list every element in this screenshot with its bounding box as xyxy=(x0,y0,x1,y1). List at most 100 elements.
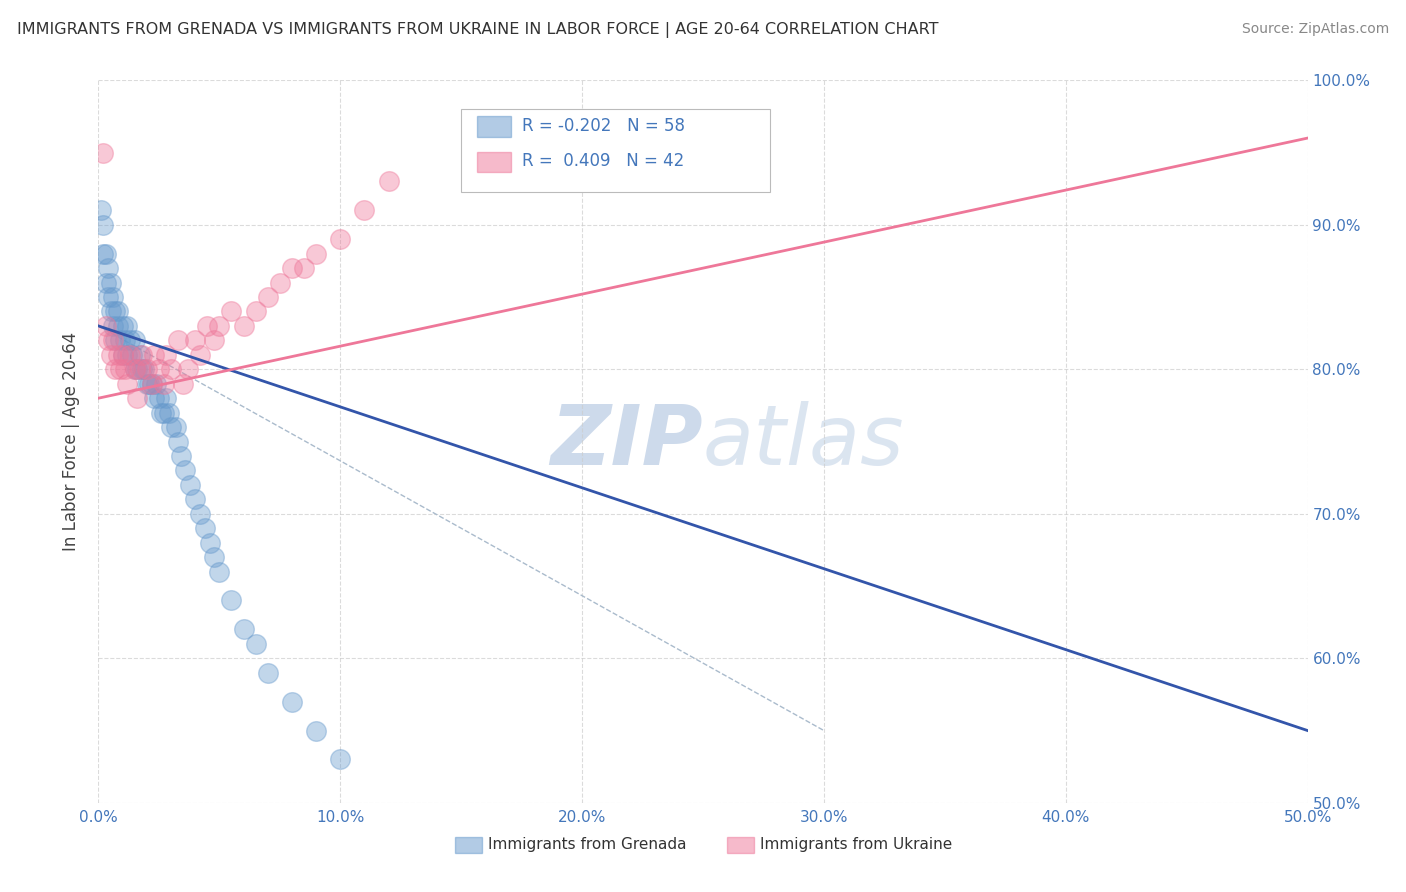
Y-axis label: In Labor Force | Age 20-64: In Labor Force | Age 20-64 xyxy=(62,332,80,551)
Point xyxy=(269,276,291,290)
Point xyxy=(101,290,124,304)
Point xyxy=(232,623,254,637)
Point xyxy=(100,304,122,318)
Point xyxy=(179,478,201,492)
Text: Source: ZipAtlas.com: Source: ZipAtlas.com xyxy=(1241,22,1389,37)
Point xyxy=(124,334,146,348)
Point xyxy=(195,318,218,333)
Point xyxy=(94,276,117,290)
Point xyxy=(127,362,149,376)
Point xyxy=(194,521,217,535)
Point xyxy=(135,376,157,391)
Text: ZIP: ZIP xyxy=(550,401,703,482)
Point xyxy=(204,550,226,565)
Point xyxy=(167,334,190,348)
Bar xyxy=(456,838,482,854)
Point xyxy=(104,304,127,318)
Point xyxy=(117,318,139,333)
Point xyxy=(188,507,211,521)
Point xyxy=(128,362,150,376)
Point xyxy=(124,362,146,376)
Point xyxy=(127,391,149,405)
Point xyxy=(165,420,187,434)
Point xyxy=(329,752,352,766)
Point xyxy=(143,348,166,362)
Point xyxy=(245,304,267,318)
Point xyxy=(111,348,134,362)
Point xyxy=(101,334,124,348)
Point xyxy=(118,348,141,362)
Point xyxy=(91,218,114,232)
Point xyxy=(97,261,120,276)
Point xyxy=(256,290,278,304)
Point xyxy=(155,348,177,362)
Text: IMMIGRANTS FROM GRENADA VS IMMIGRANTS FROM UKRAINE IN LABOR FORCE | AGE 20-64 CO: IMMIGRANTS FROM GRENADA VS IMMIGRANTS FR… xyxy=(17,22,938,38)
Bar xyxy=(727,838,754,854)
Point xyxy=(107,304,129,318)
Point xyxy=(157,406,180,420)
Point xyxy=(91,246,114,260)
Point xyxy=(148,362,170,376)
Point xyxy=(353,203,375,218)
Point xyxy=(100,276,122,290)
Point xyxy=(169,449,191,463)
Point xyxy=(138,376,160,391)
Point xyxy=(292,261,315,276)
Point xyxy=(128,348,150,362)
Point xyxy=(188,348,211,362)
Text: R =  0.409   N = 42: R = 0.409 N = 42 xyxy=(522,153,683,170)
Point xyxy=(114,362,136,376)
Point xyxy=(101,318,124,333)
Point xyxy=(150,406,173,420)
Point xyxy=(108,334,131,348)
Point xyxy=(97,290,120,304)
Text: atlas: atlas xyxy=(703,401,904,482)
Point xyxy=(377,174,399,188)
Point xyxy=(256,665,278,680)
FancyBboxPatch shape xyxy=(461,109,769,193)
Point xyxy=(232,318,254,333)
Point xyxy=(91,145,114,160)
Point xyxy=(305,723,328,738)
Text: R = -0.202   N = 58: R = -0.202 N = 58 xyxy=(522,117,685,135)
Point xyxy=(118,334,141,348)
Point xyxy=(134,362,156,376)
Point xyxy=(111,348,134,362)
Point xyxy=(100,348,122,362)
Point xyxy=(104,334,127,348)
Point xyxy=(124,362,146,376)
Point xyxy=(160,362,183,376)
Point xyxy=(107,318,129,333)
Point xyxy=(160,420,183,434)
Bar xyxy=(477,152,510,172)
Point xyxy=(208,565,231,579)
Point xyxy=(111,318,134,333)
Point xyxy=(141,376,163,391)
Point xyxy=(184,492,207,507)
Point xyxy=(94,318,117,333)
Point xyxy=(208,318,231,333)
Point xyxy=(90,203,112,218)
Point xyxy=(172,376,194,391)
Point xyxy=(281,261,304,276)
Point xyxy=(155,391,177,405)
Point xyxy=(143,391,166,405)
Point xyxy=(221,593,243,607)
Point xyxy=(135,362,157,376)
Bar xyxy=(477,117,510,136)
Point xyxy=(131,348,153,362)
Point xyxy=(152,376,174,391)
Point xyxy=(94,246,117,260)
Point xyxy=(145,376,167,391)
Point xyxy=(177,362,200,376)
Text: Immigrants from Grenada: Immigrants from Grenada xyxy=(488,838,686,852)
Point xyxy=(131,362,153,376)
Point xyxy=(97,334,120,348)
Point xyxy=(221,304,243,318)
Point xyxy=(245,637,267,651)
Point xyxy=(204,334,226,348)
Point xyxy=(107,348,129,362)
Point xyxy=(167,434,190,449)
Point xyxy=(148,391,170,405)
Point xyxy=(174,463,197,477)
